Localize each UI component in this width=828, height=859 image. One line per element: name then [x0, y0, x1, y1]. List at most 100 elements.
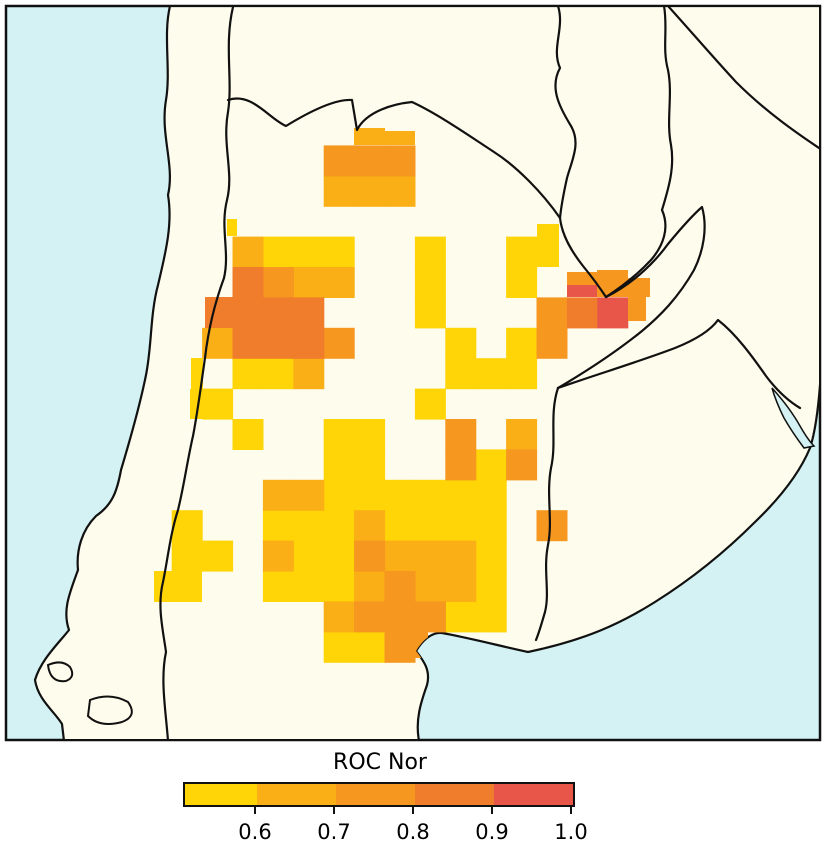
legend-tick-label: 0.7	[317, 820, 351, 844]
grid-cell	[414, 267, 446, 298]
border-paraguay-east	[604, 7, 674, 299]
grid-cell	[262, 358, 294, 390]
legend-segment	[494, 784, 573, 805]
grid-cell	[414, 479, 446, 511]
grid-cell	[628, 297, 646, 321]
grid-cell	[293, 571, 325, 602]
grid-cell	[475, 479, 507, 511]
grid-cell	[323, 327, 355, 359]
grid-cell	[354, 145, 386, 177]
grid-cell	[354, 571, 386, 602]
grid-cell	[445, 601, 477, 633]
grid-cell	[384, 540, 416, 572]
grid-cell	[445, 540, 477, 572]
grid-cell	[414, 571, 446, 602]
grid-cell	[414, 601, 446, 633]
border-chile-argentina	[159, 7, 235, 739]
grid-cell	[536, 327, 568, 359]
border-parana-brazil	[667, 7, 819, 150]
grid-cell	[232, 267, 264, 298]
grid-cell	[232, 419, 264, 450]
grid-cell	[262, 236, 294, 268]
legend-segment	[336, 784, 415, 805]
grid-cell	[475, 449, 507, 481]
grid-cell	[414, 540, 446, 572]
grid-cell	[475, 571, 507, 602]
grid-cell	[323, 540, 355, 572]
map-canvas	[4, 4, 822, 742]
grid-cell	[445, 479, 477, 511]
grid-cell	[323, 510, 355, 542]
grid-cell	[475, 540, 507, 572]
grid-cell	[171, 540, 203, 572]
grid-cell	[445, 449, 477, 481]
grid-cell	[293, 540, 325, 572]
grid-cell	[506, 236, 538, 268]
map-svg	[4, 4, 822, 742]
grid-cell	[445, 327, 477, 359]
legend-tick	[412, 805, 414, 814]
border-paraguay-west	[554, 7, 608, 299]
grid-cell	[536, 510, 568, 542]
grid-cell	[293, 236, 325, 268]
grid-cell	[475, 510, 507, 542]
grid-cell	[293, 267, 325, 298]
grid-cell	[354, 601, 386, 633]
grid-cell	[262, 571, 294, 602]
legend-tick-label: 1.0	[554, 820, 588, 844]
grid-cell	[323, 449, 355, 481]
grid-cell	[323, 631, 355, 663]
grid-cell	[445, 419, 477, 450]
grid-cell	[506, 449, 538, 481]
grid-cell	[475, 601, 507, 633]
legend-colorbar	[183, 782, 575, 807]
legend-tick	[333, 805, 335, 814]
grid-cell	[354, 631, 386, 663]
grid-cell	[506, 327, 538, 359]
grid-cell	[384, 571, 416, 602]
country-borders	[159, 7, 819, 739]
legend-tick	[570, 805, 572, 814]
grid-cell	[414, 510, 446, 542]
lagoon	[771, 387, 816, 449]
grid-cell	[414, 297, 446, 329]
grid-cell	[536, 297, 568, 329]
grid-cell	[506, 419, 538, 450]
roc-grid-cells	[154, 128, 650, 663]
grid-cell	[354, 510, 386, 542]
grid-cell	[414, 388, 446, 420]
grid-cell	[227, 219, 237, 236]
border-misiones-wedge	[556, 205, 706, 390]
grid-cell	[262, 267, 294, 298]
grid-cell	[205, 297, 233, 328]
legend-segment	[257, 784, 336, 805]
grid-cell	[628, 278, 650, 297]
grid-cell	[384, 175, 416, 207]
grid-cell	[323, 175, 355, 207]
legend-tick	[491, 805, 493, 814]
grid-cell	[384, 145, 416, 177]
legend-tick-label: 0.9	[475, 820, 509, 844]
grid-cell	[323, 419, 355, 450]
grid-cell	[262, 327, 294, 359]
legend-tick	[254, 805, 256, 814]
grid-cell	[384, 601, 416, 633]
grid-cell	[262, 297, 294, 329]
border-uruguay-brazil	[556, 318, 802, 410]
grid-cell	[191, 358, 203, 389]
grid-cell	[323, 145, 355, 177]
border-uruguay-river	[534, 386, 560, 642]
grid-cell	[323, 267, 355, 298]
grid-cell	[445, 571, 477, 602]
islands	[46, 661, 133, 725]
grid-cell	[323, 479, 355, 511]
legend-segment	[415, 784, 494, 805]
grid-cell	[354, 540, 386, 572]
grid-cell	[354, 449, 386, 481]
grid-cell	[354, 419, 386, 450]
grid-cell	[384, 631, 416, 663]
grid-cell	[566, 297, 598, 329]
legend-tick-label: 0.6	[238, 820, 272, 844]
grid-cell	[293, 510, 325, 542]
